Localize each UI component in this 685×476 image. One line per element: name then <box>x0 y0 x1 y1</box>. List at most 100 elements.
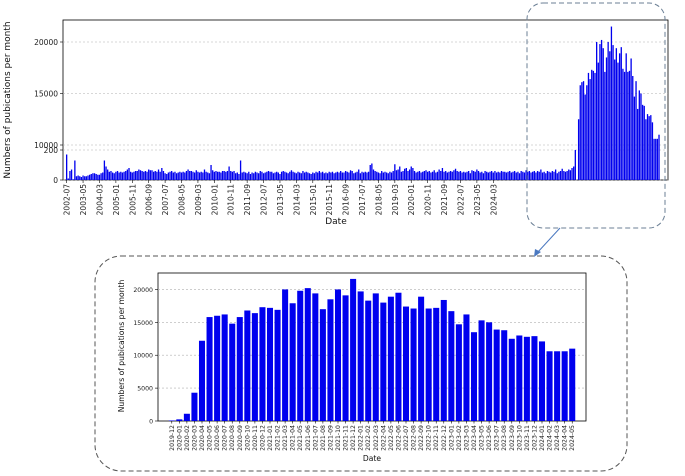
top-bar <box>632 75 634 180</box>
top-bar <box>177 172 179 180</box>
top-bar <box>604 71 606 180</box>
bottom-x-ticks: 2019-12 2020-01 2020-02 2020-03 2020-04 2020-… <box>169 421 576 451</box>
top-bar <box>218 171 220 180</box>
top-bar <box>650 115 652 180</box>
bottom-bar <box>554 351 561 421</box>
top-bar <box>85 176 88 180</box>
bottom-x-tick-label: 2021-08 <box>320 425 327 451</box>
bottom-bar <box>304 288 311 421</box>
bottom-x-tick-label: 2020-06 <box>214 425 221 451</box>
top-bar <box>351 171 353 180</box>
top-bar <box>197 171 199 180</box>
top-bar <box>208 173 211 180</box>
top-bar <box>244 172 247 180</box>
top-bar <box>223 171 225 180</box>
top-bar <box>499 172 501 180</box>
top-bar <box>569 170 572 180</box>
top-bar <box>571 168 573 180</box>
top-bar <box>410 166 412 180</box>
top-bar <box>451 171 453 180</box>
bottom-x-tick-label: 2022-05 <box>388 425 395 451</box>
top-bar <box>230 171 232 180</box>
top-bar <box>610 26 613 180</box>
bottom-y-tick-label: 20000 <box>133 287 153 294</box>
top-bar <box>596 42 598 180</box>
top-bar <box>533 171 535 180</box>
top-bar <box>615 48 618 181</box>
top-bar <box>366 172 368 180</box>
top-bar <box>379 173 381 180</box>
bottom-x-tick-label: 2024-02 <box>547 425 554 451</box>
bottom-x-tick-label: 2023-11 <box>524 425 531 451</box>
top-bar <box>149 170 151 180</box>
top-bar <box>110 171 112 180</box>
top-bar <box>328 171 330 180</box>
top-bar <box>461 172 463 180</box>
bottom-x-tick-label: 2023-03 <box>463 425 470 451</box>
top-x-tick-label: 2022-07 <box>456 184 465 216</box>
bottom-x-tick-label: 2021-07 <box>312 425 319 451</box>
top-bar <box>320 172 322 180</box>
zoom-arrow <box>536 227 561 254</box>
top-bar <box>658 134 660 180</box>
top-bar <box>238 174 240 180</box>
top-bar <box>241 172 243 180</box>
top-bar <box>484 171 486 180</box>
top-bar <box>180 172 183 180</box>
top-bar <box>70 169 73 180</box>
top-bar <box>79 176 81 180</box>
top-bar <box>607 42 609 180</box>
top-bar <box>325 172 327 180</box>
bottom-x-tick-label: 2024-05 <box>569 425 576 451</box>
top-bar <box>656 138 659 180</box>
bottom-bar <box>448 311 455 421</box>
top-bar <box>157 169 160 180</box>
top-bar <box>481 171 483 180</box>
top-bar <box>335 172 337 180</box>
bottom-x-tick-label: 2024-03 <box>554 425 561 451</box>
bottom-x-tick-label: 2024-04 <box>562 425 569 451</box>
top-bar <box>118 172 120 180</box>
top-bar <box>151 170 153 180</box>
top-bar <box>548 171 550 180</box>
top-bar <box>507 171 509 180</box>
top-bar <box>262 173 265 180</box>
top-bar <box>359 173 362 180</box>
bottom-bar <box>402 306 410 421</box>
bottom-bar <box>470 332 478 421</box>
top-bar <box>538 171 540 180</box>
bottom-bar <box>221 314 228 421</box>
top-bar <box>550 172 552 180</box>
top-bar <box>361 171 363 180</box>
top-bar <box>641 104 644 180</box>
top-bar <box>413 171 416 180</box>
top-bar <box>272 173 275 180</box>
top-bar <box>445 171 447 180</box>
top-bar <box>574 150 576 180</box>
top-bar <box>72 179 74 180</box>
top-y-tick-label: 20000 <box>34 38 58 47</box>
top-bar <box>523 172 526 180</box>
bottom-x-tick-label: 2019-12 <box>169 425 176 451</box>
top-bar <box>189 171 191 180</box>
top-x-tick-label: 2020-01 <box>407 184 416 216</box>
top-bar <box>321 171 324 180</box>
top-bar <box>75 176 78 180</box>
top-bar <box>313 173 316 180</box>
top-bar <box>253 173 255 180</box>
top-bar <box>494 171 496 180</box>
top-bar <box>171 171 173 180</box>
top-bar <box>317 172 319 180</box>
top-bar <box>597 62 599 180</box>
top-bar <box>390 172 393 180</box>
top-gridlines <box>63 41 668 181</box>
top-bar <box>292 171 294 180</box>
top-bar <box>107 169 109 180</box>
top-bar <box>349 170 352 180</box>
bottom-x-tick-label: 2023-07 <box>494 425 501 451</box>
bottom-bar <box>546 351 553 421</box>
top-bar <box>203 169 206 180</box>
top-x-tick-label: 2020-11 <box>424 184 433 216</box>
top-bar <box>620 47 622 181</box>
top-bar <box>425 170 427 180</box>
